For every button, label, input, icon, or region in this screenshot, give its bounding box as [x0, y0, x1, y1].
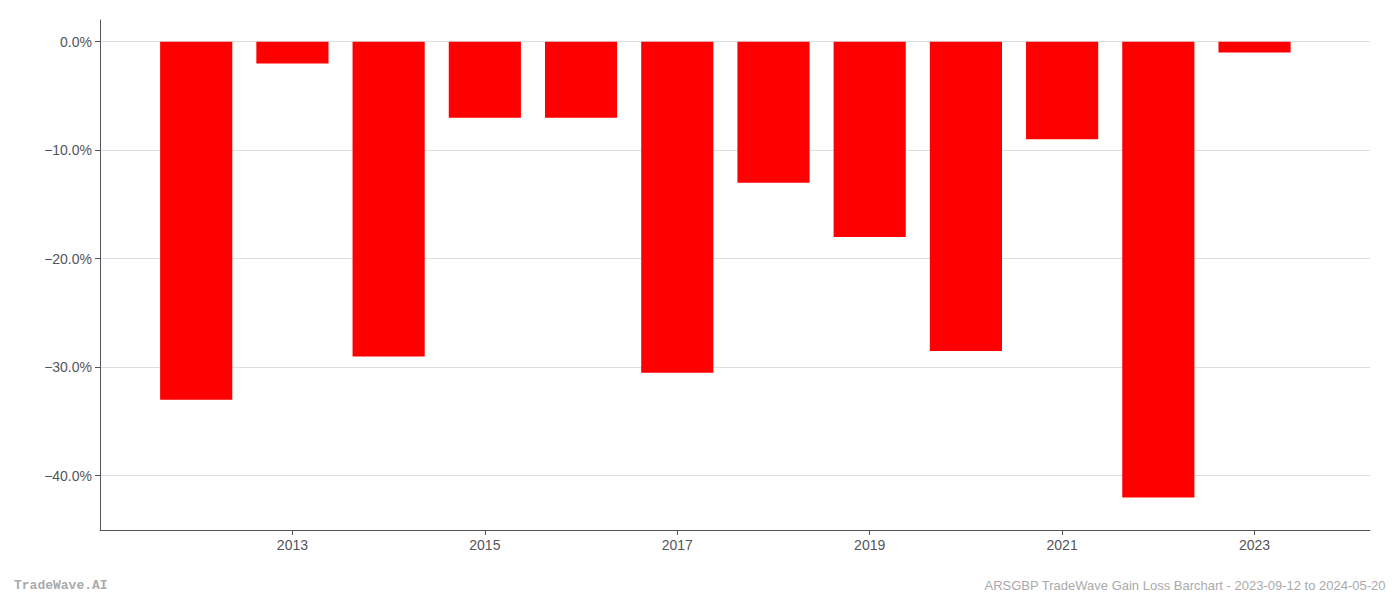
svg-text:−30.0%: −30.0% [44, 359, 92, 375]
svg-text:2023: 2023 [1239, 537, 1270, 553]
svg-text:2019: 2019 [854, 537, 885, 553]
svg-text:TradeWave.AI: TradeWave.AI [14, 578, 108, 593]
svg-text:2021: 2021 [1047, 537, 1078, 553]
svg-text:−10.0%: −10.0% [44, 142, 92, 158]
svg-text:2017: 2017 [662, 537, 693, 553]
svg-text:ARSGBP TradeWave Gain Loss Bar: ARSGBP TradeWave Gain Loss Barchart - 20… [984, 578, 1385, 593]
svg-text:2013: 2013 [277, 537, 308, 553]
svg-text:−40.0%: −40.0% [44, 468, 92, 484]
svg-text:0.0%: 0.0% [60, 34, 92, 50]
svg-text:2015: 2015 [469, 537, 500, 553]
svg-text:−20.0%: −20.0% [44, 251, 92, 267]
